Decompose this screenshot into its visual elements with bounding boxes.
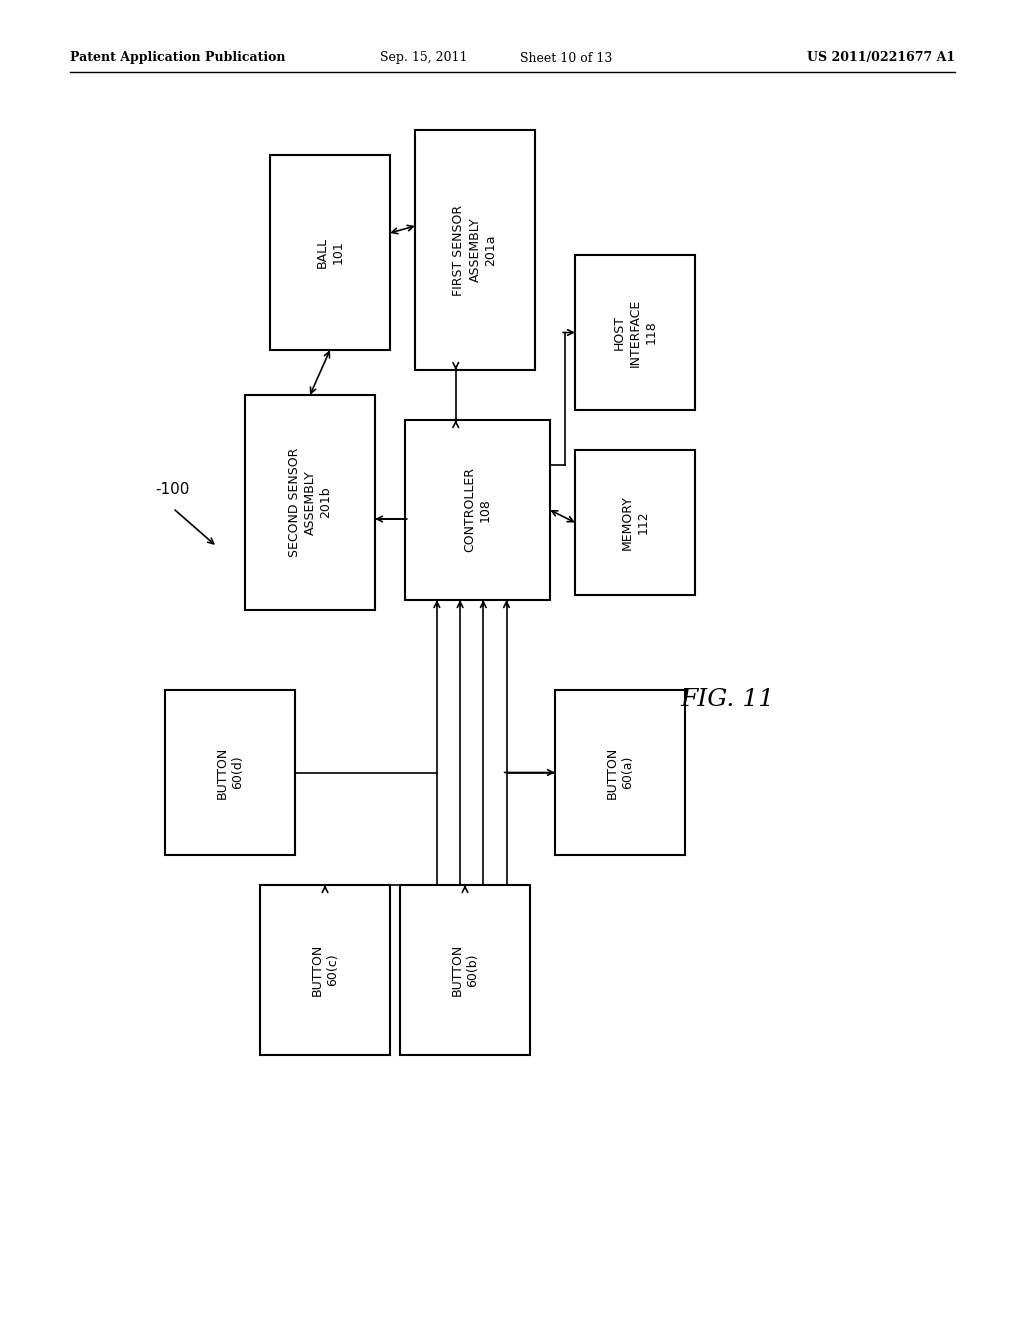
Text: HOST
INTERFACE
118: HOST INTERFACE 118 bbox=[612, 298, 657, 367]
Text: Sep. 15, 2011: Sep. 15, 2011 bbox=[380, 51, 468, 65]
Text: FIRST SENSOR
ASSEMBLY
201a: FIRST SENSOR ASSEMBLY 201a bbox=[453, 205, 498, 296]
Text: -100: -100 bbox=[155, 483, 189, 498]
FancyArrowPatch shape bbox=[505, 770, 553, 775]
FancyArrowPatch shape bbox=[462, 887, 468, 892]
FancyArrowPatch shape bbox=[310, 351, 330, 393]
Text: BALL
101: BALL 101 bbox=[315, 236, 344, 268]
Bar bbox=[406, 420, 550, 601]
Bar bbox=[575, 255, 695, 411]
FancyArrowPatch shape bbox=[392, 226, 414, 234]
Bar bbox=[270, 154, 390, 350]
Text: FIG. 11: FIG. 11 bbox=[680, 689, 774, 711]
Text: Sheet 10 of 13: Sheet 10 of 13 bbox=[520, 51, 612, 65]
FancyArrowPatch shape bbox=[453, 421, 459, 428]
Bar bbox=[165, 690, 295, 855]
Bar bbox=[555, 690, 685, 855]
Text: BUTTON
60(c): BUTTON 60(c) bbox=[310, 944, 340, 997]
Bar bbox=[415, 129, 535, 370]
FancyArrowPatch shape bbox=[453, 363, 459, 368]
Text: BUTTON
60(a): BUTTON 60(a) bbox=[605, 746, 635, 799]
Text: MEMORY
112: MEMORY 112 bbox=[621, 495, 649, 550]
FancyArrowPatch shape bbox=[458, 602, 463, 607]
Bar bbox=[245, 395, 375, 610]
Text: CONTROLLER
108: CONTROLLER 108 bbox=[463, 467, 492, 553]
Bar bbox=[400, 884, 530, 1055]
Text: Patent Application Publication: Patent Application Publication bbox=[70, 51, 286, 65]
FancyArrowPatch shape bbox=[434, 602, 439, 607]
Text: SECOND SENSOR
ASSEMBLY
201b: SECOND SENSOR ASSEMBLY 201b bbox=[288, 447, 333, 557]
Text: BUTTON
60(d): BUTTON 60(d) bbox=[215, 746, 245, 799]
FancyArrowPatch shape bbox=[175, 510, 214, 544]
FancyArrowPatch shape bbox=[552, 511, 573, 521]
FancyArrowPatch shape bbox=[377, 516, 407, 521]
Text: US 2011/0221677 A1: US 2011/0221677 A1 bbox=[807, 51, 955, 65]
Bar bbox=[575, 450, 695, 595]
FancyArrowPatch shape bbox=[563, 330, 573, 335]
Bar bbox=[260, 884, 390, 1055]
FancyArrowPatch shape bbox=[504, 602, 509, 607]
FancyArrowPatch shape bbox=[323, 887, 328, 892]
FancyArrowPatch shape bbox=[480, 602, 486, 607]
Text: BUTTON
60(b): BUTTON 60(b) bbox=[451, 944, 479, 997]
